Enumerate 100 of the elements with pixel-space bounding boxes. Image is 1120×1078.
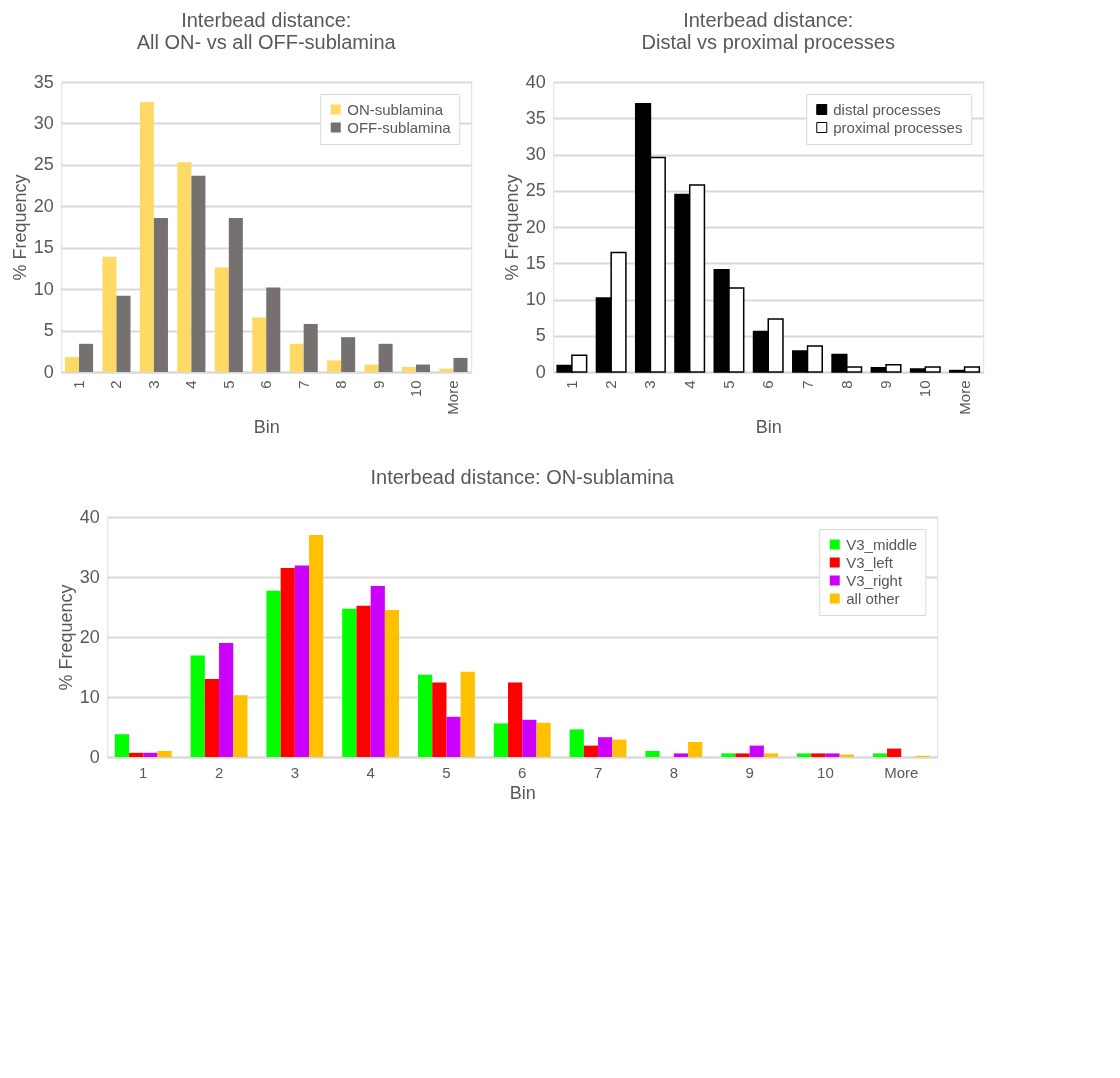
bar (79, 343, 94, 372)
bar (536, 722, 551, 757)
bar (114, 734, 130, 757)
chart-title: Interbead distance: All ON- vs all OFF-sublamina (136, 9, 397, 53)
bar (228, 217, 243, 372)
x-tick-label: 6 (518, 763, 527, 781)
legend-label: distal processes (833, 100, 941, 118)
x-tick-label: 10 (916, 380, 934, 398)
legend-label: ON-sublamina (347, 100, 444, 118)
legend-label: OFF-sublamina (347, 118, 452, 136)
y-axis-title: % Frequency (501, 174, 522, 281)
x-tick-label: 1 (139, 763, 148, 781)
bar (673, 753, 689, 757)
x-tick-label: 4 (182, 380, 200, 389)
bar (522, 719, 537, 757)
x-tick-label: 9 (369, 380, 387, 389)
bar (309, 535, 324, 757)
y-tick-label: 10 (33, 278, 54, 299)
bar (364, 364, 379, 372)
y-tick-label: 5 (535, 325, 546, 346)
y-tick-label: 25 (33, 154, 54, 175)
bar (341, 337, 356, 372)
x-tick-label: 2 (214, 763, 224, 781)
bar (252, 317, 267, 372)
x-tick-label: 9 (877, 380, 895, 389)
bar (214, 267, 229, 372)
x-tick-label: 8 (837, 380, 855, 389)
bar (266, 590, 281, 757)
bar (153, 217, 168, 372)
bar (266, 287, 281, 372)
bar (64, 357, 80, 372)
x-tick-label: More (444, 380, 462, 415)
y-tick-label: 30 (525, 144, 546, 164)
bar (370, 586, 385, 757)
bar (401, 367, 417, 372)
bar (749, 745, 764, 757)
bar (356, 605, 371, 757)
x-tick-label: 6 (759, 380, 777, 389)
legend-label: V3_right (846, 571, 903, 589)
bar (378, 343, 393, 372)
x-axis-title: Bin (509, 782, 536, 803)
x-tick-label: 2 (602, 380, 620, 389)
bar (129, 752, 144, 757)
x-tick-label: 1 (562, 380, 580, 389)
y-tick-label: 10 (79, 686, 100, 707)
chart-title: Interbead distance: Distal vs proximal processes (641, 9, 895, 53)
y-tick-label: 35 (33, 71, 54, 92)
bar (569, 729, 584, 757)
x-tick-label: 3 (290, 763, 300, 781)
bar (204, 679, 220, 757)
y-tick-label: 0 (89, 746, 100, 767)
bar (289, 343, 304, 372)
bar (598, 737, 613, 757)
x-tick-label: 1 (70, 380, 88, 389)
bar (508, 682, 523, 757)
bar (493, 723, 509, 757)
y-tick-label: 40 (525, 71, 546, 92)
y-tick-label: 20 (33, 195, 54, 216)
x-tick-label: 5 (442, 763, 451, 781)
bar (825, 753, 840, 757)
bar (219, 643, 234, 757)
x-axis-title: Bin (253, 416, 280, 437)
bar (735, 753, 750, 757)
chart-title: Interbead distance: ON-sublamina (370, 466, 675, 488)
bar (446, 716, 461, 757)
bar (102, 256, 117, 372)
y-tick-label: 25 (525, 180, 546, 201)
x-tick-label: 6 (257, 380, 275, 389)
y-tick-label: 30 (33, 112, 54, 133)
bar (303, 323, 318, 372)
y-tick-label: 15 (33, 237, 54, 258)
bar (688, 742, 703, 757)
bar (887, 748, 902, 757)
bar (645, 751, 660, 757)
x-tick-label: 10 (407, 380, 425, 398)
bar (342, 608, 357, 757)
legend-label: all other (846, 589, 900, 607)
bar (797, 753, 812, 757)
x-tick-label: 5 (719, 380, 737, 389)
bar (432, 682, 447, 757)
y-tick-label: 20 (525, 216, 546, 237)
bar (460, 671, 475, 757)
legend-label: V3_left (846, 553, 894, 571)
x-tick-label: 2 (107, 380, 125, 389)
bar (384, 610, 400, 757)
bar (583, 745, 599, 757)
bar (280, 568, 295, 757)
bar (327, 360, 342, 372)
bar (191, 175, 206, 372)
y-tick-label: 15 (525, 252, 546, 273)
y-tick-label: 20 (79, 626, 100, 647)
bar (143, 752, 158, 757)
x-tick-label: 7 (593, 763, 603, 781)
x-tick-label: 3 (144, 380, 162, 389)
x-tick-label: More (955, 380, 973, 415)
x-tick-label: 10 (817, 763, 834, 781)
bar (612, 739, 627, 757)
y-tick-label: 30 (79, 566, 100, 587)
x-tick-label: 8 (332, 380, 350, 389)
x-tick-label: 5 (219, 380, 237, 389)
